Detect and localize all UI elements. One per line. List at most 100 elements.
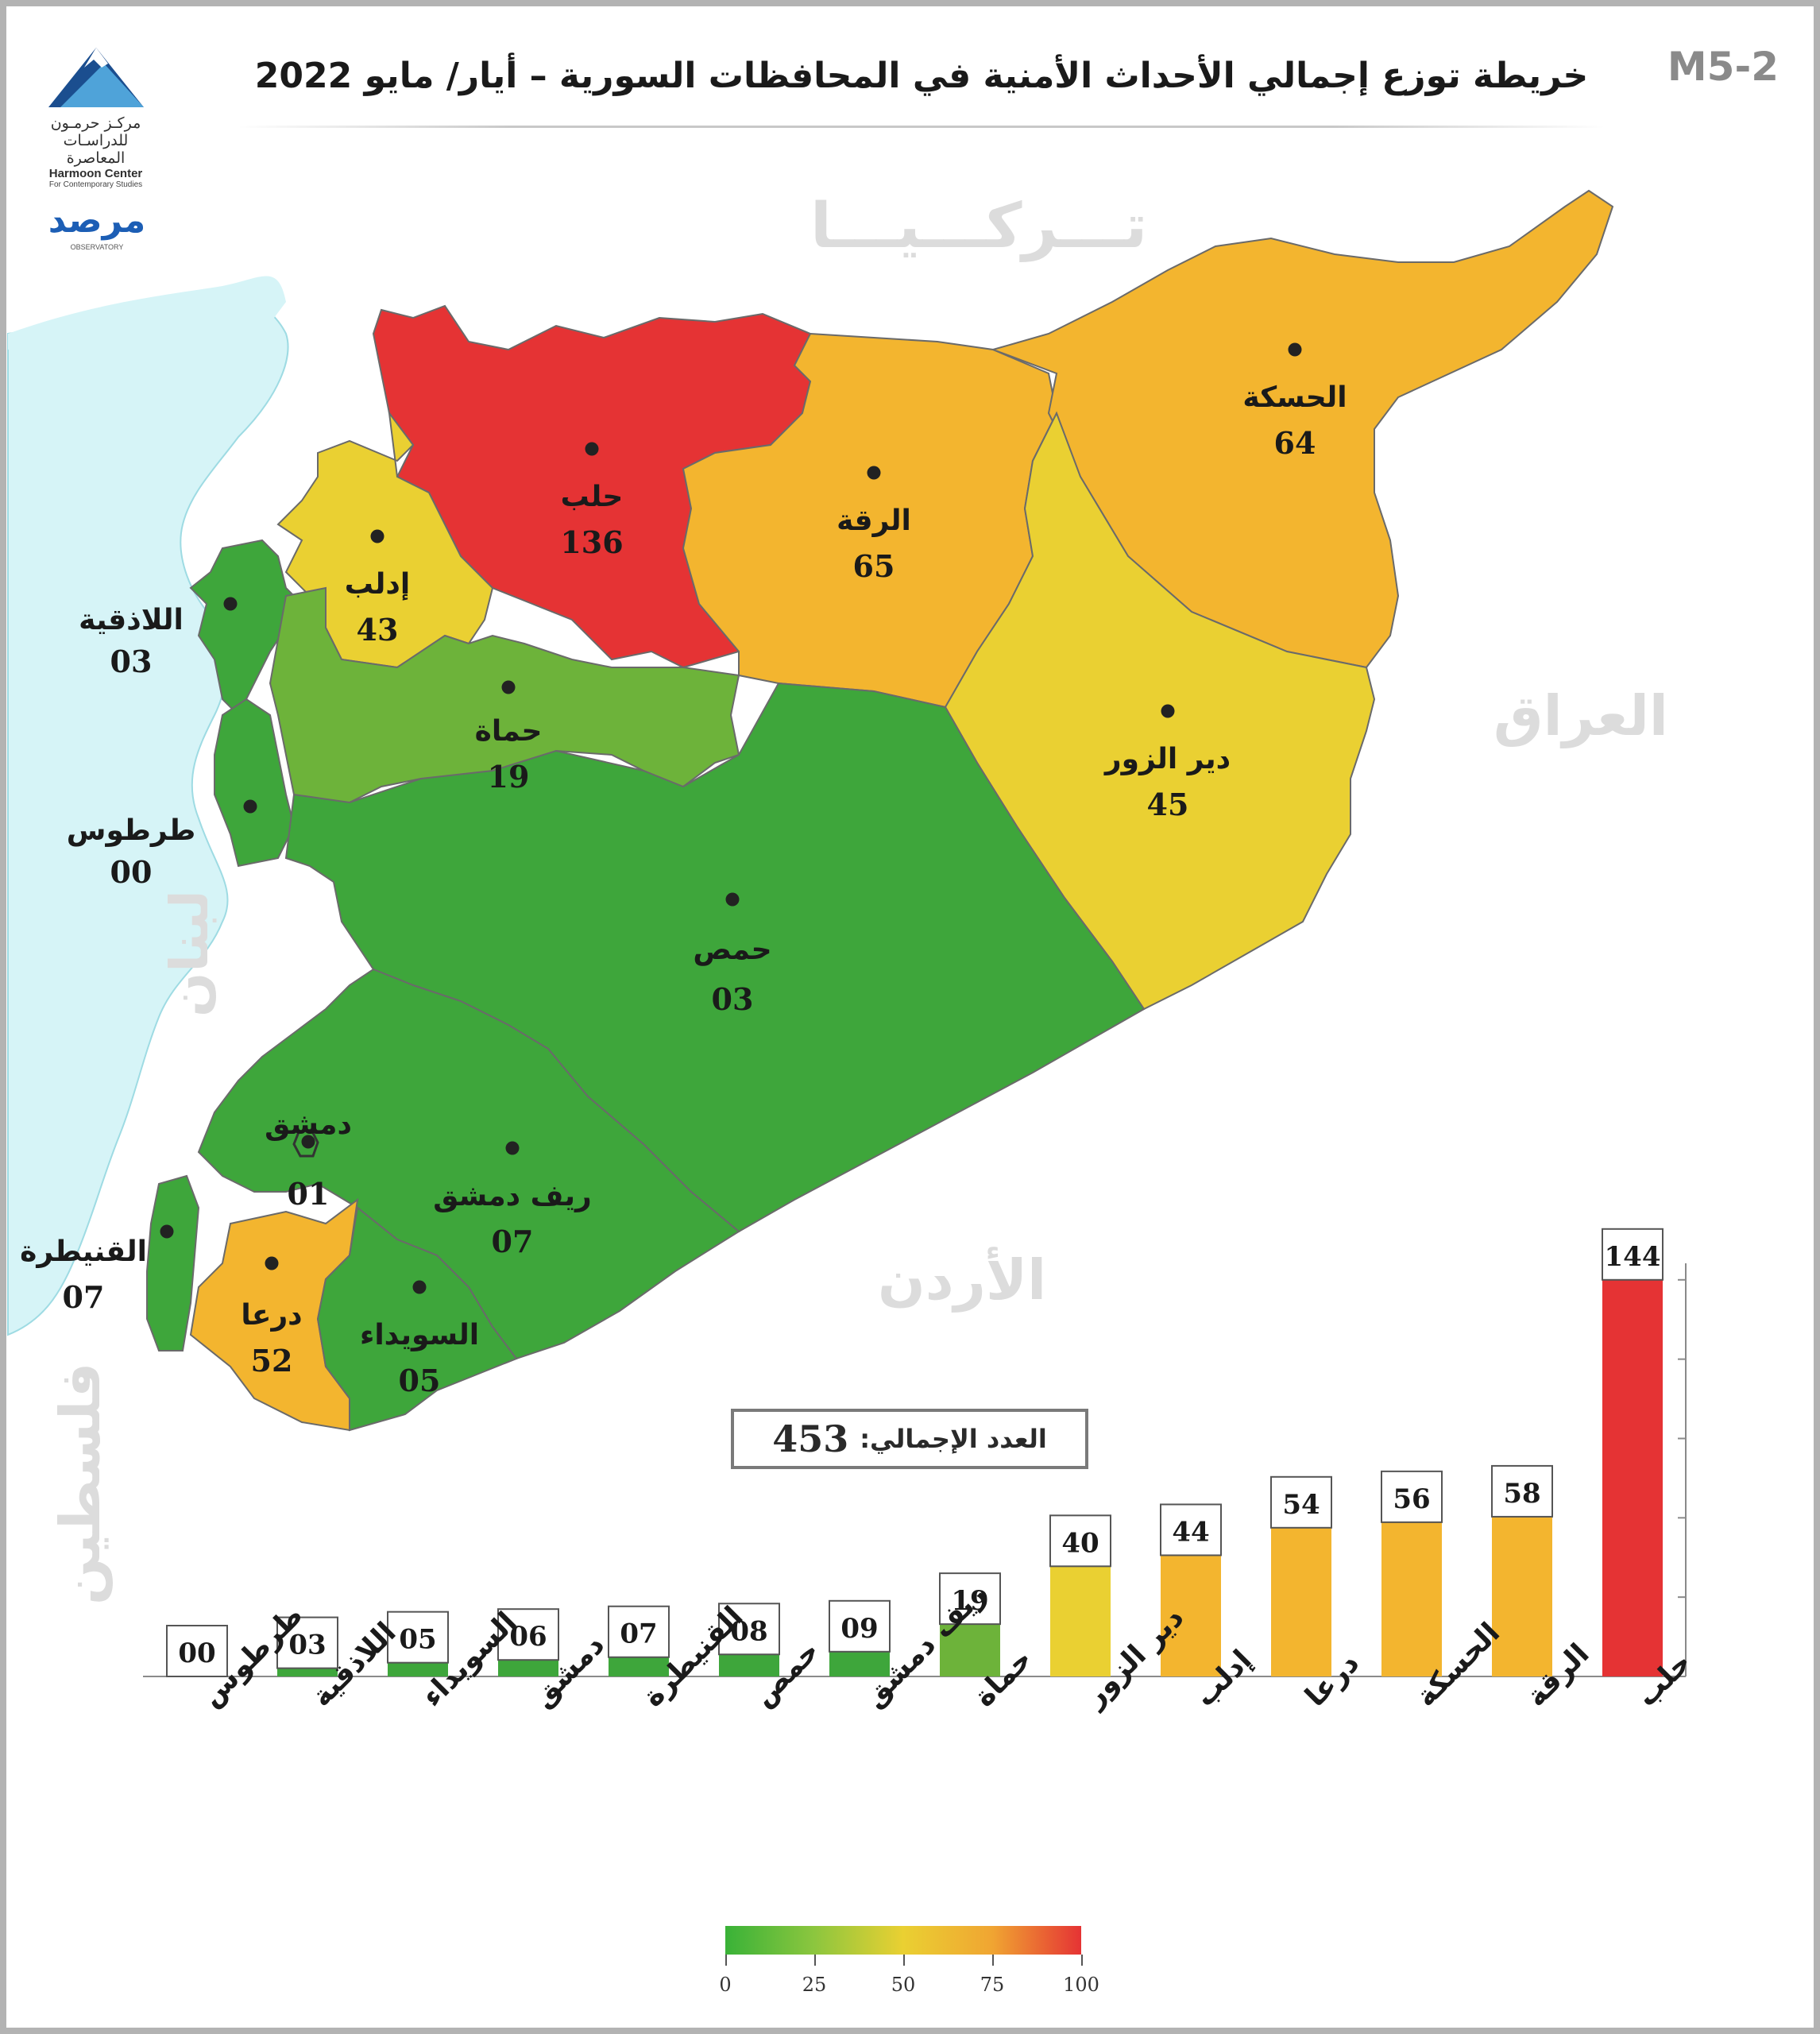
bar: [1050, 1566, 1111, 1676]
scale-tick: [725, 1955, 727, 1966]
map-label-value: 136: [560, 524, 624, 560]
bar-value-label: 00: [178, 1638, 215, 1669]
country-jordan: الأردن: [878, 1247, 1047, 1313]
observatory-english: OBSERVATORY: [70, 243, 124, 251]
map-label-value: 65: [852, 548, 895, 584]
map-label-value: 03: [711, 981, 754, 1017]
bar: [940, 1624, 1000, 1676]
bar-axis-ticks: [1678, 1278, 1686, 1599]
bar-value-label: 144: [1605, 1241, 1661, 1273]
map-marker-dot: [1161, 704, 1175, 718]
bar-value-box: [939, 1572, 1001, 1626]
map-label-name: حماة: [474, 715, 543, 748]
scale-tick: [1081, 1955, 1083, 1966]
map-marker-dot: [370, 529, 384, 543]
bar-series: 00 03 05 06 07 08 09 19 40 44 54 56 58 144: [166, 1228, 1664, 1677]
bar-value-box: [1049, 1514, 1111, 1568]
map-label-value: 03: [110, 644, 153, 679]
bar: [829, 1651, 890, 1676]
map-label-name: دمشق: [265, 1108, 352, 1141]
page-title: خريطة توزع إجمالي الأحداث الأمنية في الم…: [254, 56, 1589, 96]
logo-english-line2: For Contemporary Studies: [48, 180, 143, 189]
map-label-value: 05: [398, 1363, 441, 1398]
map-marker-dot: [505, 1141, 520, 1155]
bar: [609, 1657, 669, 1676]
bar-value-box: [1381, 1470, 1443, 1523]
map-label-value: 45: [1146, 787, 1189, 822]
scale-tick-label: 75: [980, 1974, 1005, 1996]
province-deir-ez-zor: [944, 411, 1376, 1011]
map-label-name: القنيطرة: [20, 1235, 147, 1268]
bar: [388, 1662, 448, 1676]
observatory-arabic: مرصد: [48, 200, 146, 241]
map-code: M5-2: [1667, 44, 1779, 90]
map-marker-dot: [585, 442, 599, 456]
map-marker-dot: [243, 799, 257, 814]
bar-value-label: 05: [399, 1624, 436, 1656]
map-label-value: 19: [487, 759, 530, 795]
province-homs: [284, 682, 1146, 1233]
map-marker-dot: [1288, 342, 1302, 357]
harmoon-logo: مركـز حرمـون للدراسـات المعاصرة Harmoon …: [38, 40, 153, 190]
map-label-name: الحسكة: [1242, 381, 1347, 414]
map-label-name: حلب: [560, 481, 624, 513]
bar-value-box: [1491, 1464, 1553, 1518]
bar: [1602, 1279, 1663, 1676]
map-marker-dot: [223, 597, 238, 611]
scale-tick-label: 0: [719, 1974, 732, 1996]
bar-value-box: [387, 1611, 449, 1664]
map-label-name: درعا: [241, 1299, 303, 1332]
color-scale-bar: [725, 1926, 1081, 1955]
map-label-name: حمص: [693, 934, 772, 966]
bar-value-label: 44: [1172, 1516, 1209, 1548]
map-label-value: 00: [110, 854, 153, 890]
country-turkey: تـــركـــيـــا: [810, 191, 1148, 262]
map-label-value: 07: [491, 1224, 534, 1259]
bar: [719, 1654, 779, 1676]
country-palestine: فلسطين: [48, 1362, 113, 1605]
map-label-value: 64: [1273, 425, 1316, 461]
bar-value-label: 40: [1061, 1527, 1099, 1559]
map-label-name: السويداء: [359, 1319, 480, 1351]
bar-value-box: [166, 1625, 228, 1677]
logo-arabic-line2: للدراسـات المعاصرة: [63, 132, 129, 167]
bar-value-label: 19: [951, 1585, 988, 1617]
bar: [1161, 1555, 1221, 1676]
bar-value-label: 08: [730, 1615, 767, 1647]
map-label-value: 43: [356, 612, 399, 648]
map-label-value: 01: [287, 1176, 330, 1212]
scale-tick-label: 100: [1063, 1974, 1099, 1996]
bar-value-box: [1602, 1228, 1664, 1281]
observatory-logo: مرصد OBSERVATORY: [41, 199, 153, 254]
map-marker-dot: [867, 466, 881, 480]
bar-value-box: [497, 1608, 559, 1661]
bar-value-box: [276, 1616, 338, 1669]
sea-upper: [8, 276, 286, 350]
country-lebanon: لبنان: [159, 890, 220, 1017]
scale-tick: [903, 1955, 905, 1966]
logo-arabic-line1: مركـز حرمـون: [50, 114, 141, 132]
province-quneitra: [146, 1174, 200, 1351]
province-tartus: [214, 698, 296, 868]
map-label-name: الرقة: [837, 505, 911, 537]
bar: [1381, 1522, 1442, 1676]
logo-english-line1: Harmoon Center: [48, 167, 143, 180]
bar-value-box: [718, 1603, 780, 1656]
bar-value-box: [1160, 1503, 1222, 1556]
map-marker-dot: [725, 892, 740, 907]
mountain-logo-icon: [48, 48, 144, 107]
country-iraq: العراق: [1493, 683, 1668, 748]
bar: [277, 1668, 338, 1676]
bar-value-label: 07: [620, 1618, 657, 1650]
map-label-value: 52: [250, 1343, 293, 1379]
bar: [1492, 1516, 1552, 1676]
map-marker-dot: [412, 1280, 427, 1294]
total-label: العدد الإجمالي:: [860, 1424, 1047, 1454]
map-marker-dot: [501, 680, 516, 694]
bar-value-label: 06: [509, 1621, 547, 1653]
bar-value-label: 03: [288, 1630, 326, 1661]
bar-value-box: [829, 1599, 891, 1653]
map-label-name: إدلب: [344, 568, 411, 601]
